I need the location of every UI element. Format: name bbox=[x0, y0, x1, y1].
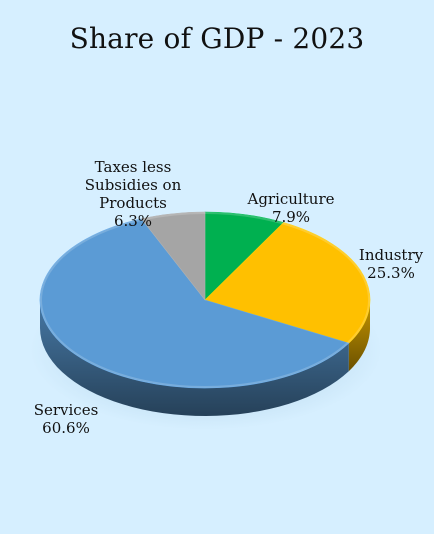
label-taxes-line-2: Subsidies on bbox=[84, 176, 182, 194]
data-label-services: Services 60.6% bbox=[16, 401, 116, 437]
data-label-taxes: Taxes less Subsidies on Products 6.3% bbox=[78, 158, 188, 230]
label-services-value: 60.6% bbox=[42, 419, 90, 437]
data-label-agriculture: Agriculture 7.9% bbox=[236, 190, 346, 226]
pie-side-industry bbox=[348, 300, 370, 372]
label-taxes-line-1: Taxes less bbox=[94, 158, 172, 176]
label-taxes-line-3: Products bbox=[99, 194, 167, 212]
pie-sides bbox=[40, 300, 370, 416]
label-services-name: Services bbox=[33, 401, 99, 419]
data-label-industry: Industry 25.3% bbox=[346, 246, 434, 282]
chart-title: Share of GDP - 2023 bbox=[69, 22, 365, 55]
label-agriculture-name: Agriculture bbox=[247, 190, 335, 208]
pie-slice-industry bbox=[204, 222, 371, 344]
pie-slice-services bbox=[39, 218, 350, 389]
pie-rim-highlight bbox=[40, 212, 370, 388]
label-agriculture-value: 7.9% bbox=[271, 208, 311, 226]
pie-side-services bbox=[40, 300, 349, 416]
label-industry-value: 25.3% bbox=[367, 264, 415, 282]
label-industry-name: Industry bbox=[358, 246, 424, 264]
pie-tops bbox=[39, 211, 371, 389]
label-taxes-value: 6.3% bbox=[113, 212, 153, 230]
pie-slice-taxes-less-subsidies-on-products bbox=[140, 211, 206, 301]
